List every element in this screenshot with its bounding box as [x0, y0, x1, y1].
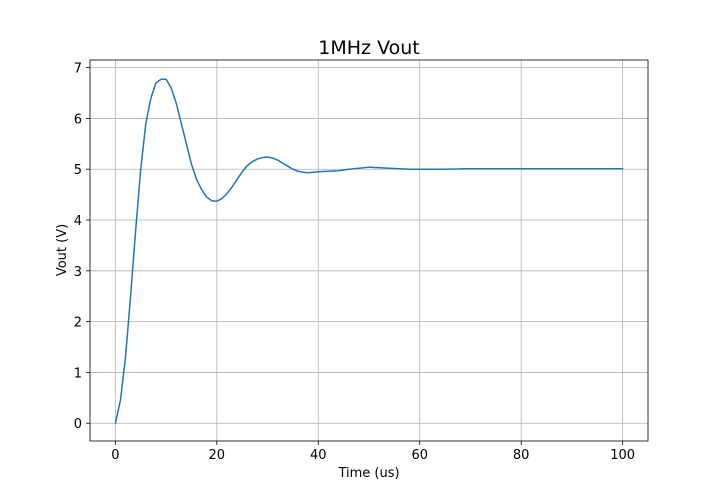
y-axis-label: Vout (V): [55, 224, 70, 276]
series-line-vout: [114, 78, 624, 424]
y-tick-label: 1: [74, 366, 82, 381]
series-layer: [114, 78, 624, 424]
y-tick-label: 6: [74, 112, 82, 127]
x-tick-label: 60: [411, 448, 428, 463]
grid: [90, 60, 648, 441]
x-axis-label: Time (us): [337, 466, 399, 481]
y-tick-label: 5: [74, 163, 82, 178]
x-tick-label: 100: [610, 448, 635, 463]
x-tick-label: 0: [111, 448, 119, 463]
y-tick-label: 0: [74, 417, 82, 432]
y-tick-label: 4: [74, 214, 82, 229]
x-tick-label: 80: [513, 448, 530, 463]
ticks: 0 20 40 60 80 100 0 1 2 3 4 5 6 7: [74, 62, 635, 463]
y-tick-label: 2: [74, 316, 82, 331]
y-tick-label: 7: [74, 62, 82, 77]
x-tick-label: 20: [209, 448, 226, 463]
plot-frame: [89, 59, 649, 442]
chart-title: 1MHz Vout: [318, 37, 419, 59]
x-tick-label: 40: [310, 448, 327, 463]
y-tick-label: 3: [74, 265, 82, 280]
